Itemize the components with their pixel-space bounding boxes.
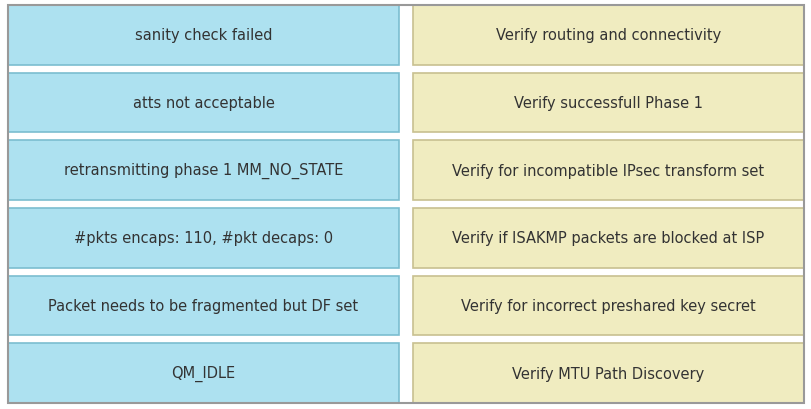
Text: #pkts encaps: 110, #pkt decaps: 0: #pkts encaps: 110, #pkt decaps: 0 [74,231,333,246]
FancyBboxPatch shape [413,276,803,335]
FancyBboxPatch shape [413,141,803,200]
Text: Packet needs to be fragmented but DF set: Packet needs to be fragmented but DF set [49,298,358,313]
Text: Verify for incorrect preshared key secret: Verify for incorrect preshared key secre… [461,298,755,313]
Text: Verify if ISAKMP packets are blocked at ISP: Verify if ISAKMP packets are blocked at … [452,231,764,246]
Text: Verify MTU Path Discovery: Verify MTU Path Discovery [512,366,704,381]
Text: Verify routing and connectivity: Verify routing and connectivity [496,28,720,43]
Text: Verify successfull Phase 1: Verify successfull Phase 1 [513,96,702,111]
Text: Verify for incompatible IPsec transform set: Verify for incompatible IPsec transform … [452,163,764,178]
Text: atts not acceptable: atts not acceptable [132,96,274,111]
Text: QM_IDLE: QM_IDLE [171,365,235,381]
FancyBboxPatch shape [8,344,398,403]
Text: retransmitting phase 1 MM_NO_STATE: retransmitting phase 1 MM_NO_STATE [64,163,343,179]
FancyBboxPatch shape [8,6,398,65]
Text: sanity check failed: sanity check failed [135,28,272,43]
FancyBboxPatch shape [413,74,803,133]
FancyBboxPatch shape [8,209,398,268]
FancyBboxPatch shape [8,141,398,200]
FancyBboxPatch shape [413,344,803,403]
FancyBboxPatch shape [8,276,398,335]
FancyBboxPatch shape [8,74,398,133]
FancyBboxPatch shape [413,209,803,268]
FancyBboxPatch shape [413,6,803,65]
